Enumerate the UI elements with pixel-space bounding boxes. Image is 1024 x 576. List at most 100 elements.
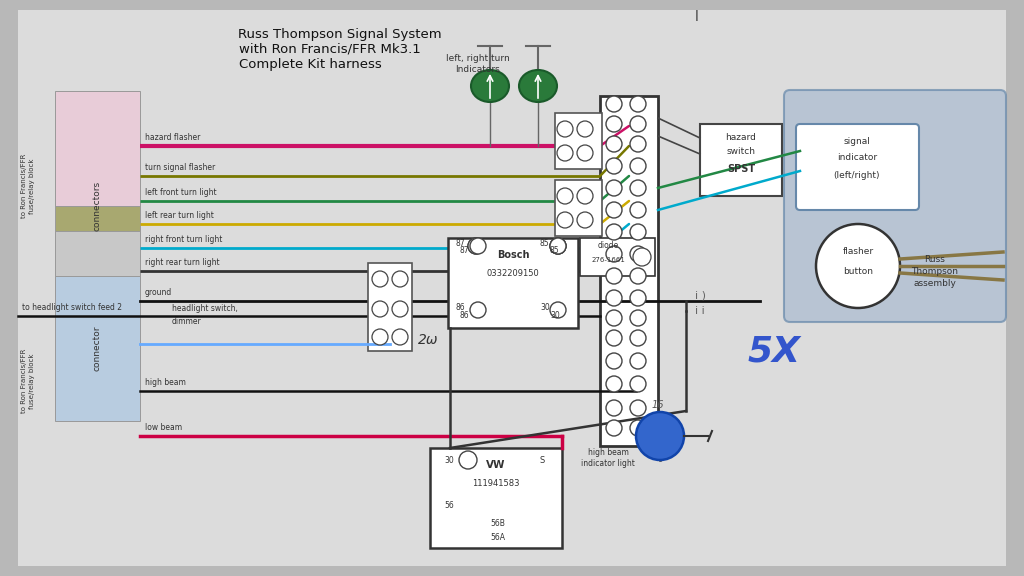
Circle shape bbox=[550, 238, 566, 254]
Circle shape bbox=[606, 180, 622, 196]
Text: 276-1661: 276-1661 bbox=[591, 257, 625, 263]
Text: (left/right): (left/right) bbox=[834, 171, 881, 180]
Circle shape bbox=[630, 268, 646, 284]
Circle shape bbox=[557, 212, 573, 228]
Bar bbox=[600, 96, 658, 446]
Text: 56A: 56A bbox=[490, 533, 505, 542]
Circle shape bbox=[606, 420, 622, 436]
Circle shape bbox=[372, 301, 388, 317]
Text: 56B: 56B bbox=[490, 519, 505, 528]
Text: high beam: high beam bbox=[145, 378, 186, 387]
Text: S: S bbox=[540, 456, 545, 465]
Text: ground: ground bbox=[145, 288, 172, 297]
Text: Bosch: Bosch bbox=[497, 250, 529, 260]
Circle shape bbox=[372, 271, 388, 287]
Text: hazard flasher: hazard flasher bbox=[145, 133, 201, 142]
Text: 30: 30 bbox=[444, 456, 454, 465]
Circle shape bbox=[630, 330, 646, 346]
FancyBboxPatch shape bbox=[784, 90, 1006, 322]
Circle shape bbox=[468, 238, 484, 254]
Text: 87: 87 bbox=[460, 246, 470, 255]
Circle shape bbox=[557, 145, 573, 161]
Ellipse shape bbox=[519, 70, 557, 102]
Circle shape bbox=[468, 238, 484, 254]
Circle shape bbox=[577, 121, 593, 137]
Text: diode: diode bbox=[597, 241, 618, 250]
Circle shape bbox=[630, 376, 646, 392]
Bar bbox=[449, 238, 578, 328]
Bar bbox=[368, 263, 412, 351]
Text: right rear turn light: right rear turn light bbox=[145, 258, 219, 267]
Circle shape bbox=[557, 188, 573, 204]
Circle shape bbox=[459, 451, 477, 469]
Circle shape bbox=[630, 353, 646, 369]
Text: hazard: hazard bbox=[726, 133, 757, 142]
Bar bbox=[55, 91, 140, 206]
Bar bbox=[580, 238, 655, 276]
Circle shape bbox=[606, 376, 622, 392]
Text: 85: 85 bbox=[550, 246, 560, 255]
Circle shape bbox=[577, 212, 593, 228]
Bar bbox=[430, 448, 562, 548]
Text: with Ron Francis/FFR Mk3.1: with Ron Francis/FFR Mk3.1 bbox=[240, 43, 421, 56]
Text: connector: connector bbox=[92, 325, 101, 371]
Text: connectors: connectors bbox=[92, 181, 101, 231]
Circle shape bbox=[606, 353, 622, 369]
Text: left front turn light: left front turn light bbox=[145, 188, 217, 197]
Circle shape bbox=[577, 188, 593, 204]
Circle shape bbox=[606, 116, 622, 132]
Circle shape bbox=[630, 158, 646, 174]
Text: left rear turn light: left rear turn light bbox=[145, 211, 214, 220]
Circle shape bbox=[470, 302, 486, 318]
Circle shape bbox=[606, 330, 622, 346]
Text: 30: 30 bbox=[540, 303, 550, 312]
Text: 5X: 5X bbox=[748, 334, 801, 368]
Text: indicator: indicator bbox=[837, 153, 878, 162]
Text: high beam
indicator light: high beam indicator light bbox=[581, 448, 635, 468]
Circle shape bbox=[470, 238, 486, 254]
Text: to Ron Francis/FFR
fuse/relay block: to Ron Francis/FFR fuse/relay block bbox=[22, 154, 35, 218]
Circle shape bbox=[630, 202, 646, 218]
Circle shape bbox=[630, 224, 646, 240]
Circle shape bbox=[630, 136, 646, 152]
Circle shape bbox=[816, 224, 900, 308]
Text: to Ron Francis/FFR
fuse/relay block: to Ron Francis/FFR fuse/relay block bbox=[22, 349, 35, 413]
Circle shape bbox=[550, 238, 566, 254]
Text: right front turn light: right front turn light bbox=[145, 235, 222, 244]
Circle shape bbox=[630, 180, 646, 196]
Bar bbox=[555, 113, 602, 169]
Circle shape bbox=[606, 158, 622, 174]
Text: Complete Kit harness: Complete Kit harness bbox=[239, 58, 381, 71]
Text: 2ω: 2ω bbox=[418, 333, 438, 347]
FancyBboxPatch shape bbox=[796, 124, 919, 210]
Circle shape bbox=[633, 248, 651, 266]
Circle shape bbox=[392, 329, 408, 345]
Circle shape bbox=[392, 301, 408, 317]
Text: 87: 87 bbox=[456, 239, 466, 248]
Bar bbox=[55, 206, 140, 231]
Circle shape bbox=[606, 246, 622, 262]
Text: flasher: flasher bbox=[843, 247, 873, 256]
Circle shape bbox=[606, 290, 622, 306]
Circle shape bbox=[630, 290, 646, 306]
Circle shape bbox=[606, 96, 622, 112]
Circle shape bbox=[606, 224, 622, 240]
Text: 86: 86 bbox=[460, 311, 470, 320]
Circle shape bbox=[577, 145, 593, 161]
Text: VW: VW bbox=[486, 460, 506, 470]
Circle shape bbox=[630, 96, 646, 112]
Circle shape bbox=[630, 420, 646, 436]
Bar bbox=[700, 124, 782, 196]
Text: SPST: SPST bbox=[727, 164, 755, 174]
Ellipse shape bbox=[471, 70, 509, 102]
Text: to headlight switch feed 2: to headlight switch feed 2 bbox=[22, 303, 122, 312]
Circle shape bbox=[550, 302, 566, 318]
Text: button: button bbox=[843, 267, 873, 276]
Text: 86: 86 bbox=[456, 303, 466, 312]
Text: turn signal flasher: turn signal flasher bbox=[145, 163, 215, 172]
Circle shape bbox=[630, 400, 646, 416]
Circle shape bbox=[606, 202, 622, 218]
Circle shape bbox=[636, 412, 684, 460]
Circle shape bbox=[630, 310, 646, 326]
Text: i ): i ) bbox=[695, 290, 706, 300]
